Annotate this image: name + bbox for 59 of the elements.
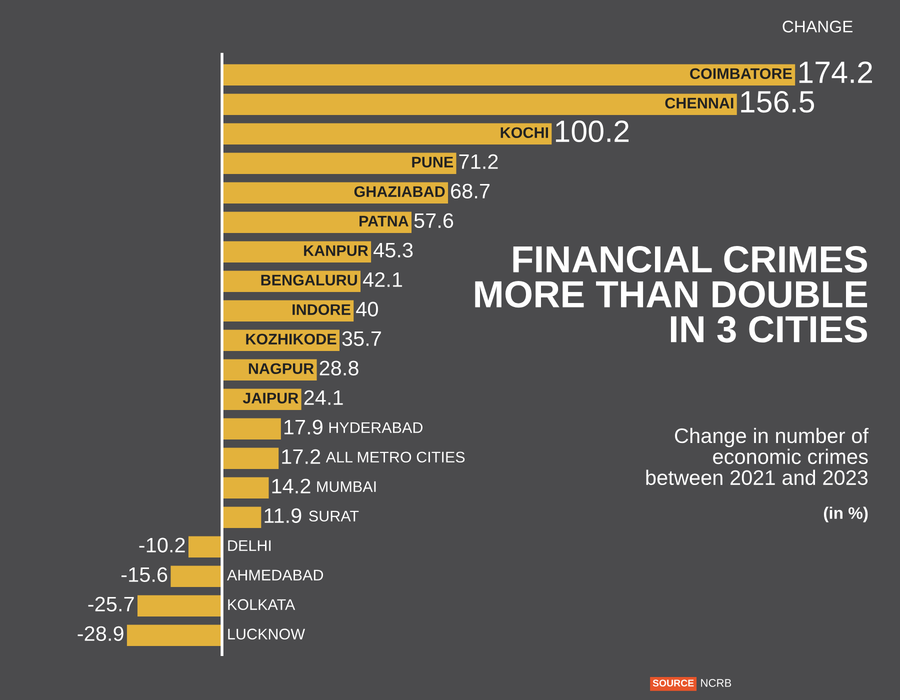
bar xyxy=(222,94,737,116)
bar xyxy=(188,536,222,558)
bar xyxy=(222,64,796,86)
bar xyxy=(222,448,279,470)
bar xyxy=(170,566,222,588)
y-tick-label: ALL METRO CITIES xyxy=(326,452,465,463)
bar xyxy=(137,595,222,617)
y-tick-label: SURAT xyxy=(309,510,359,522)
data-label: 156.5 xyxy=(741,90,814,113)
text: FINANCIAL CRIMES MORE THAN DOUBLE IN 3 CITIES xyxy=(475,246,868,343)
text: CHANGE xyxy=(782,20,852,32)
bar xyxy=(126,624,222,646)
data-label: 35.7 xyxy=(342,331,381,346)
y-tick-label: CHENNAI xyxy=(665,98,734,109)
data-label: 11.9 xyxy=(264,508,302,523)
y-tick-label: LUCKNOW xyxy=(228,628,305,640)
bar xyxy=(222,506,262,528)
data-label: -25.7 xyxy=(88,596,134,612)
y-tick-label: PATNA xyxy=(360,216,408,226)
text: SOURCE xyxy=(652,680,694,687)
data-label: 45.3 xyxy=(374,242,413,258)
text: (in %) xyxy=(824,506,868,522)
data-label: 24.1 xyxy=(304,390,343,405)
y-tick-label: JAIPUR xyxy=(242,392,298,404)
y-tick-label: KOZHIKODE xyxy=(246,334,336,345)
data-label: 17.2 xyxy=(282,449,320,464)
y-tick-label: KOCHI xyxy=(500,127,548,138)
data-label: 28.8 xyxy=(320,360,358,376)
text: Change in number of economic crimes between 2021 and 2023 xyxy=(646,428,869,486)
data-label: 68.7 xyxy=(451,184,490,199)
y-tick-label: DELHI xyxy=(228,540,271,551)
y-tick-label: MUMBAI xyxy=(317,481,376,492)
y-tick-label: KOLKATA xyxy=(228,599,296,610)
data-label: 17.9 xyxy=(284,420,322,434)
data-label: -15.6 xyxy=(122,567,168,582)
data-label: 40 xyxy=(356,302,378,317)
data-label: 71.2 xyxy=(459,154,498,169)
data-label: 14.2 xyxy=(272,478,310,494)
y-tick-label: INDORE xyxy=(292,304,350,316)
y-tick-label: KANPUR xyxy=(304,245,368,256)
text: NCRB xyxy=(701,679,732,687)
bar xyxy=(222,418,281,440)
data-label: -10.2 xyxy=(139,538,185,552)
y-tick-label: HYDERABAD xyxy=(329,422,422,433)
y-tick-label: PUNE xyxy=(412,156,454,168)
y-tick-label: NAGPUR xyxy=(248,363,314,374)
data-label: 100.2 xyxy=(556,120,629,142)
bar xyxy=(222,123,552,145)
y-tick-label: COIMBATORE xyxy=(690,68,792,80)
data-label: 174.2 xyxy=(799,61,872,83)
bar xyxy=(222,152,456,174)
data-label: -28.9 xyxy=(78,626,124,641)
y-tick-label: BENGALURU xyxy=(261,274,357,286)
bar xyxy=(222,477,269,499)
y-tick-label: AHMEDABAD xyxy=(226,570,324,580)
y-tick-label: GHAZIABAD xyxy=(354,186,445,198)
data-label: 42.1 xyxy=(362,272,402,287)
data-label: 57.6 xyxy=(414,213,454,228)
bar xyxy=(222,212,412,234)
